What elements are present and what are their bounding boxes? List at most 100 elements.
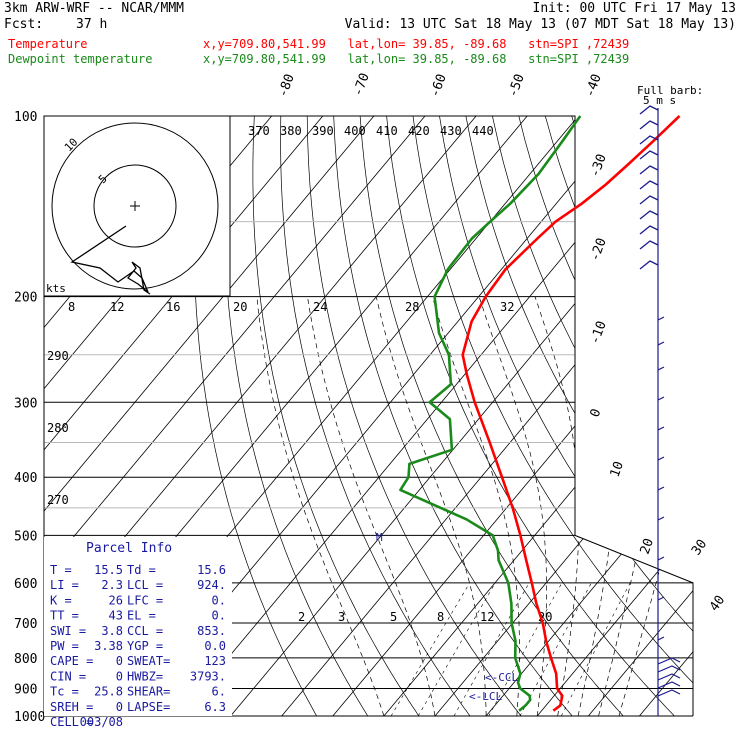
hodograph [43, 115, 231, 297]
pressure-tick-label: 900 [14, 683, 37, 698]
wind-speed-scale-label: 24 [313, 300, 327, 314]
dewpoint-legend: Dewpoint temperature [8, 52, 153, 66]
isotherm-label: -50 [506, 72, 528, 99]
mixing-ratio-label: 3 [338, 610, 345, 624]
parcel-field-value: 853. [197, 624, 226, 638]
parcel-field-label: HWBZ= [127, 669, 163, 683]
isotherm-label: 30 [689, 537, 710, 558]
pressure-tick-label: 1000 [14, 710, 45, 725]
parcel-field-label: LFC = [127, 593, 163, 607]
isotherm-30 [587, 116, 693, 716]
parcel-info-panel [44, 537, 232, 716]
pressure-tick-label: 100 [14, 110, 37, 125]
isotherm-label: -80 [276, 72, 298, 99]
theta-label: 440 [472, 124, 494, 138]
dry-adiabat-300 [333, 116, 573, 716]
wind-barb [657, 673, 681, 681]
parcel-field-label: K = [50, 593, 72, 607]
parcel-field-value: 0. [212, 609, 226, 623]
pressure-tick-label: 700 [14, 617, 37, 632]
wind-barb [657, 366, 665, 371]
wind-barb [657, 596, 665, 601]
parcel-info-background [44, 537, 232, 716]
isotherm-label: 40 [707, 593, 728, 614]
wind-barb [657, 396, 665, 401]
parcel-field-value: 6. [212, 685, 226, 699]
pressure-tick-label: 200 [14, 291, 37, 306]
wind-barb [639, 180, 659, 190]
parcel-field-value: 0. [212, 593, 226, 607]
dry-adiabat-440 [704, 116, 740, 716]
wind-barb [657, 665, 681, 673]
theta-label: 390 [312, 124, 334, 138]
wind-barb [639, 195, 659, 205]
isotherm-label: -60 [428, 72, 450, 99]
moist-adiabat--10 [256, 296, 385, 716]
wind-barb [639, 135, 659, 145]
isotherm--120 [44, 116, 324, 716]
parcel-field-label: SHEAR= [127, 685, 170, 699]
model-title: 3km ARW-WRF -- NCAR/MMM [4, 1, 185, 16]
parcel-field-label: CIN = [50, 669, 86, 683]
wind-speed-scale-label: 20 [233, 300, 247, 314]
dry-adiabat-400 [597, 116, 693, 716]
dry-adiabat-260 [223, 116, 369, 716]
parcel-field-value: 43 [109, 609, 123, 623]
wind-barb [657, 681, 681, 689]
wind-barb [639, 240, 659, 250]
isotherm-label: -20 [588, 236, 610, 263]
theta-left-label: 270 [47, 493, 69, 507]
parcel-marker: M [376, 531, 383, 544]
valid-time: Valid: 13 UTC Sat 18 May 13 (07 MDT Sat … [344, 17, 736, 32]
wind-barb [657, 556, 665, 561]
isotherm-label: -30 [588, 152, 610, 179]
parcel-field-value: 123 [204, 654, 226, 668]
moist-adiabat-32 [598, 296, 666, 716]
wind-speed-scale-label: 8 [68, 300, 75, 314]
dry-adiabat-280 [280, 116, 471, 716]
parcel-field-value: 0 [116, 654, 123, 668]
parcel-field-label: SWEAT= [127, 654, 170, 668]
ccl-marker: <-CCL [485, 671, 518, 684]
hodograph-ring-10 [51, 122, 219, 290]
parcel-field-value: 15.6 [197, 563, 226, 577]
isotherm-10 [485, 116, 693, 716]
dry-adiabat-450 [730, 116, 740, 716]
dry-adiabat-430 [677, 116, 693, 716]
isotherm-label: 20 [638, 537, 657, 557]
wind-barbs [639, 105, 681, 716]
forecast-label: Fcst: [4, 17, 44, 32]
wind-speed-scale-label: 16 [166, 300, 180, 314]
parcel-field-value: 0 [116, 669, 123, 683]
theta-label: 420 [408, 124, 430, 138]
parcel-field-value: 0.0 [204, 639, 226, 653]
temperature-legend: Temperature [8, 37, 88, 51]
moist-adiabat-10 [375, 296, 487, 716]
parcel-info-title: Parcel Info [86, 541, 172, 556]
dry-adiabat-270 [252, 116, 420, 716]
mixing-ratio-label: 8 [437, 610, 444, 624]
mixing-ratio-label: 5 [390, 610, 397, 624]
isotherm--30 [281, 116, 693, 716]
hodograph-units: kts [46, 282, 66, 295]
theta-left-label: 280 [47, 421, 69, 435]
parcel-field-value: 3.38 [94, 639, 123, 653]
pressure-tick-label: 500 [14, 529, 37, 544]
parcel-field-label: Td = [127, 563, 156, 577]
mixing-ratio-2 [390, 582, 470, 716]
parcel-field-value: 003/08 [80, 715, 123, 729]
wind-barb [639, 225, 659, 235]
isotherm-label: 0 [588, 407, 605, 419]
wind-barb [639, 105, 659, 115]
parcel-field-value: 3.8 [101, 624, 123, 638]
pressure-tick-label: 400 [14, 471, 37, 486]
isotherm--20 [332, 116, 693, 716]
parcel-field-label: YGP = [127, 639, 163, 653]
forecast-hour: 37 h [76, 17, 108, 32]
parcel-field-value: 6.3 [204, 700, 226, 714]
isotherm-label: -40 [583, 72, 605, 99]
parcel-field-label: EL = [127, 609, 156, 623]
parcel-field-label: TT = [50, 609, 79, 623]
parcel-field-label: CELL = [50, 715, 93, 729]
